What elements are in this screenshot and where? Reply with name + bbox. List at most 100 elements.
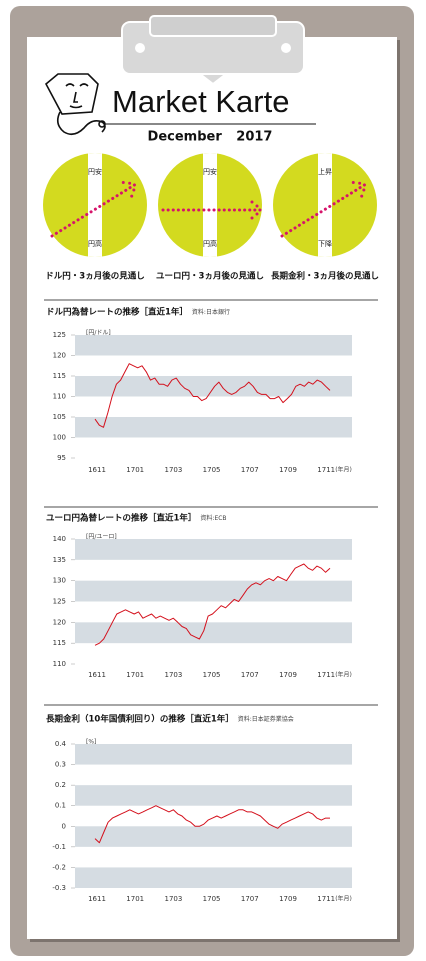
x-unit: (年月) xyxy=(335,895,352,903)
x-tick-label: 1703 xyxy=(164,466,182,474)
y-tick-label: 130 xyxy=(53,577,66,585)
data-line xyxy=(94,805,330,844)
grid-band xyxy=(75,622,352,644)
chart-source: 資料:日本銀行 xyxy=(192,308,230,316)
x-tick-label: 1703 xyxy=(164,895,182,903)
y-tick-label: -0.2 xyxy=(52,863,66,871)
x-tick-label: 1701 xyxy=(126,895,144,903)
clip xyxy=(121,15,305,86)
y-tick-label: 115 xyxy=(53,372,66,380)
y-tick-label: 0.3 xyxy=(55,761,66,769)
chart-source: 資料:ECB xyxy=(200,514,226,522)
chart-title: ドル円為替レートの推移［直近1年］ xyxy=(46,307,188,318)
page-title: Market Karte xyxy=(112,84,289,119)
y-tick-label: 95 xyxy=(57,454,66,462)
arrow-head-dot xyxy=(121,180,125,184)
arrow-head-dot xyxy=(255,204,259,208)
x-tick-label: 1611 xyxy=(88,895,106,903)
chart-title: ユーロ円為替レートの推移［直近1年］ xyxy=(46,513,196,524)
page-date: December 2017 xyxy=(148,130,273,145)
logo-icon xyxy=(44,73,106,136)
arrow-head-dot xyxy=(132,188,136,192)
x-unit: (年月) xyxy=(335,671,352,679)
x-tick-label: 1611 xyxy=(88,466,106,474)
grid-band xyxy=(75,785,352,806)
x-tick-label: 1707 xyxy=(241,895,259,903)
y-tick-label: 140 xyxy=(53,535,66,543)
y-unit: [円/ドル] xyxy=(86,330,111,337)
data-line xyxy=(94,563,331,646)
arrow-head-dot xyxy=(128,181,132,185)
x-tick-label: 1711 xyxy=(317,466,335,474)
y-tick-label: 100 xyxy=(53,434,66,442)
chart-source: 資料:日本証券業協会 xyxy=(238,715,294,723)
grid-band xyxy=(75,826,352,847)
outlook-band xyxy=(318,153,332,257)
arrow-head-dot xyxy=(360,194,364,198)
x-tick-label: 1707 xyxy=(241,466,259,474)
y-tick-label: 0 xyxy=(62,822,66,830)
arrow-head-dot xyxy=(358,181,362,185)
data-line xyxy=(94,363,331,428)
arrow-head-dot xyxy=(130,194,134,198)
y-tick-label: -0.3 xyxy=(52,884,66,892)
outlook-caption: 長期金利・3ヵ月後の見通し xyxy=(271,271,379,282)
x-tick-label: 1707 xyxy=(241,671,259,679)
x-tick-label: 1705 xyxy=(203,671,221,679)
y-tick-label: 120 xyxy=(53,618,66,626)
y-tick-label: 0.1 xyxy=(55,802,66,810)
outlook-caption: ドル円・3ヵ月後の見通し xyxy=(45,271,144,282)
y-tick-label: 110 xyxy=(53,660,66,668)
x-tick-label: 1611 xyxy=(88,671,106,679)
x-tick-label: 1703 xyxy=(164,671,182,679)
grid-band xyxy=(75,376,352,397)
arrow-head-dot xyxy=(250,216,254,220)
x-tick-label: 1711 xyxy=(317,895,335,903)
x-tick-label: 1705 xyxy=(203,466,221,474)
y-tick-label: 125 xyxy=(53,598,66,606)
arrow-head-dot xyxy=(351,180,355,184)
y-tick-label: 135 xyxy=(53,556,66,564)
y-unit: [円/ユーロ] xyxy=(86,534,117,541)
grid-band xyxy=(75,539,352,560)
outlook-band xyxy=(203,153,217,257)
y-tick-label: 0.2 xyxy=(55,781,66,789)
grid-band xyxy=(75,580,352,602)
x-tick-label: 1705 xyxy=(203,895,221,903)
y-tick-label: -0.1 xyxy=(52,843,66,851)
y-tick-label: 115 xyxy=(53,639,66,647)
grid-band xyxy=(75,744,352,765)
arrow-head-dot xyxy=(255,212,259,216)
y-unit: [%] xyxy=(86,739,96,746)
arrow-head-dot xyxy=(250,200,254,204)
y-tick-label: 105 xyxy=(53,413,66,421)
chart-title: 長期金利（10年国債利回り）の推移［直近1年］ xyxy=(46,714,234,725)
outlook-caption: ユーロ円・3ヵ月後の見通し xyxy=(156,271,264,282)
x-tick-label: 1709 xyxy=(279,671,297,679)
outlook-bottom-label: 円高 xyxy=(203,239,217,248)
grid-band xyxy=(75,417,352,438)
grid-band xyxy=(75,867,352,888)
x-tick-label: 1701 xyxy=(126,671,144,679)
outlook-top-label: 上昇 xyxy=(318,167,332,176)
x-tick-label: 1701 xyxy=(126,466,144,474)
y-tick-label: 0.4 xyxy=(55,740,67,748)
y-tick-label: 125 xyxy=(53,331,66,339)
outlook-top-label: 円安 xyxy=(203,167,217,176)
y-tick-label: 110 xyxy=(53,393,66,401)
outlook-bottom-label: 下降 xyxy=(318,239,332,248)
chart: ドル円為替レートの推移［直近1年］ 資料:日本銀行 95 100 105 110 115 12… xyxy=(44,299,378,474)
outlook-top-label: 円安 xyxy=(88,167,102,176)
x-tick-label: 1709 xyxy=(279,466,297,474)
arrow-head-dot xyxy=(362,188,366,192)
y-tick-label: 120 xyxy=(53,352,66,360)
x-tick-label: 1711 xyxy=(317,671,335,679)
grid-band xyxy=(75,335,352,356)
chart: 長期金利（10年国債利回り）の推移［直近1年］ 資料:日本証券業協会 -0.3 -0.… xyxy=(44,704,378,903)
chart: ユーロ円為替レートの推移［直近1年］ 資料:ECB 110 115 120 125 130 1… xyxy=(44,506,378,679)
outlook-bottom-label: 円高 xyxy=(88,239,102,248)
